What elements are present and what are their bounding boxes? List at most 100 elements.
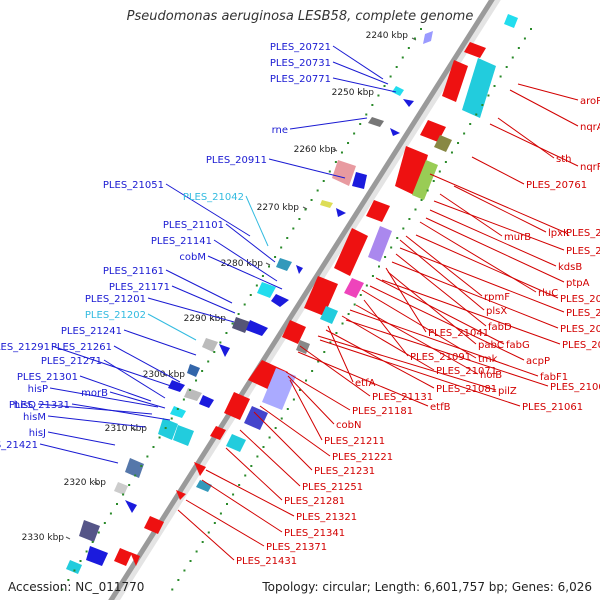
gene-label-nqra[interactable]: nqrA [580, 122, 600, 133]
leader-line [165, 183, 251, 237]
gene-label-ples-21141[interactable]: PLES_21141 [151, 236, 212, 247]
gene-label-kdsb[interactable]: kdsB [558, 262, 582, 273]
track-dot [292, 227, 295, 230]
leader-line [433, 200, 565, 251]
gene-label-ples-21431[interactable]: PLES_21431 [236, 556, 297, 567]
gene-label-ples-20781[interactable]: PLES_20781 [566, 228, 600, 239]
gene-label-ples-21301[interactable]: PLES_21301 [17, 372, 78, 383]
gene-label-etfb[interactable]: etfB [430, 402, 451, 413]
leader-line [259, 405, 331, 457]
gene-label-ples-21171[interactable]: PLES_21171 [109, 282, 170, 293]
track-dot [401, 56, 404, 59]
track-dot [365, 284, 368, 287]
gene-label-ples-21421[interactable]: PLES_21421 [0, 440, 38, 451]
gene-label-arop1[interactable]: aroP1 [580, 96, 600, 107]
gene-label-cobn[interactable]: cobN [336, 420, 361, 431]
gene-label-ples-21221[interactable]: PLES_21221 [332, 452, 393, 463]
gene-label-ples-21341[interactable]: PLES_21341 [284, 528, 345, 539]
gene-label-ples-21131[interactable]: PLES_21131 [372, 392, 433, 403]
gene-label-ples-21041[interactable]: PLES_21041 [428, 328, 489, 339]
gene-label-nqrf[interactable]: nqrF [580, 162, 600, 173]
gene-label-ples-21371[interactable]: PLES_21371 [266, 542, 327, 553]
track-dot [390, 246, 393, 249]
gene-label-ples-21101[interactable]: PLES_21101 [163, 220, 224, 231]
gene-label-ples-20901[interactable]: PLES_20901 [560, 324, 600, 335]
track-dot [176, 408, 179, 410]
gene-label-ples-21201[interactable]: PLES_21201 [85, 294, 146, 305]
leader-line [385, 267, 427, 333]
gene-label-ples-20921[interactable]: PLES_20921 [562, 340, 600, 351]
gene-label-ples-20731[interactable]: PLES_20731 [270, 58, 331, 69]
gene-label-ples-20761[interactable]: PLES_20761 [526, 180, 587, 191]
gene-label-ples-21081[interactable]: PLES_21081 [436, 384, 497, 395]
feature-block [412, 160, 438, 200]
gene-label-ples-21231[interactable]: PLES_21231 [314, 466, 375, 477]
gene-label-rne[interactable]: rne [272, 125, 288, 136]
gene-label-hisq[interactable]: hisQ [14, 400, 36, 411]
track-dot [201, 370, 204, 372]
track-dot [250, 465, 253, 467]
gene-label-rpmf[interactable]: rpmF [484, 292, 510, 303]
gene-label-ples-21321[interactable]: PLES_21321 [296, 512, 357, 523]
track-dot [341, 322, 344, 325]
backbone [105, 0, 495, 604]
gene-label-ples-21161[interactable]: PLES_21161 [103, 266, 164, 277]
gene-label-ples-21331[interactable]: PLES_21331 [9, 400, 70, 411]
gene-label-rluc[interactable]: rluC [538, 288, 558, 299]
gene-label-hisp[interactable]: hisP [28, 384, 48, 395]
gene-label-fabg[interactable]: fabG [506, 340, 530, 351]
gene-label-ples-21091[interactable]: PLES_21091 [410, 352, 471, 363]
gene-label-tmk[interactable]: tmk [478, 354, 498, 365]
track-dot [219, 341, 222, 344]
track-dot [85, 550, 88, 553]
track-dot [182, 398, 185, 401]
gene-label-fabd[interactable]: fabD [488, 322, 512, 333]
leader-line [375, 277, 505, 345]
gene-label-pilz[interactable]: pilZ [498, 386, 517, 397]
gene-label-ples-20771[interactable]: PLES_20771 [270, 74, 331, 85]
gene-label-acpp[interactable]: acpP [526, 356, 550, 367]
gene-label-etfa[interactable]: etfA [355, 378, 376, 389]
gene-label-fabf1[interactable]: fabF1 [540, 372, 568, 383]
gene-label-hism[interactable]: hisM [23, 412, 46, 423]
gene-label-ples-20871[interactable]: PLES_20871 [560, 294, 600, 305]
gene-label-ples-21211[interactable]: PLES_21211 [324, 436, 385, 447]
track-dot [116, 503, 118, 505]
gene-label-morb[interactable]: morB [81, 388, 108, 399]
gene-label-ples-21202[interactable]: PLES_21202 [85, 310, 146, 321]
gene-label-ples-20721[interactable]: PLES_20721 [270, 42, 331, 53]
gene-label-sth[interactable]: sth [556, 154, 571, 165]
gene-label-lpxk[interactable]: lpxK [548, 228, 570, 239]
leader-line [391, 261, 559, 329]
gene-label-pabc[interactable]: pabC [478, 340, 504, 351]
gene-label-ples-21042[interactable]: PLES_21042 [183, 192, 244, 203]
track-dot [469, 123, 472, 125]
gene-label-ples-21061[interactable]: PLES_21061 [522, 402, 583, 413]
gene-label-ptpa[interactable]: ptpA [566, 278, 590, 289]
gene-label-ples-21071[interactable]: PLES_21071 [436, 366, 497, 377]
gene-label-holb[interactable]: holB [480, 370, 502, 381]
gene-label-cobm[interactable]: cobM [179, 252, 206, 263]
gene-label-ples-21251[interactable]: PLES_21251 [302, 482, 363, 493]
gene-label-hisj[interactable]: hisJ [29, 428, 46, 439]
gene-label-ples-21271[interactable]: PLES_21271 [41, 356, 102, 367]
gene-label-ples-21291[interactable]: PLES_21291 [0, 342, 50, 353]
gene-label-ples-21181[interactable]: PLES_21181 [352, 406, 413, 417]
track-dot [286, 237, 289, 239]
gene-label-ples-21051[interactable]: PLES_21051 [103, 180, 164, 191]
feature-block [395, 146, 428, 196]
leader-line [387, 271, 477, 345]
gene-label-ples-21241[interactable]: PLES_21241 [61, 326, 122, 337]
gene-label-ples-21001[interactable]: PLES_21001 [550, 382, 600, 393]
gene-label-ples-20891[interactable]: PLES_20891 [566, 308, 600, 319]
gene-label-murb[interactable]: murB [504, 232, 531, 243]
gene-label-ples-20801[interactable]: PLES_20801 [566, 246, 600, 257]
gene-label-ples-20911[interactable]: PLES_20911 [206, 155, 267, 166]
gene-label-ples-21281[interactable]: PLES_21281 [284, 496, 345, 507]
gene-label-ples-21261[interactable]: PLES_21261 [51, 342, 112, 353]
track-dot [195, 379, 198, 382]
feature-block [442, 60, 468, 102]
gene-label-plsx[interactable]: plsX [486, 306, 507, 317]
